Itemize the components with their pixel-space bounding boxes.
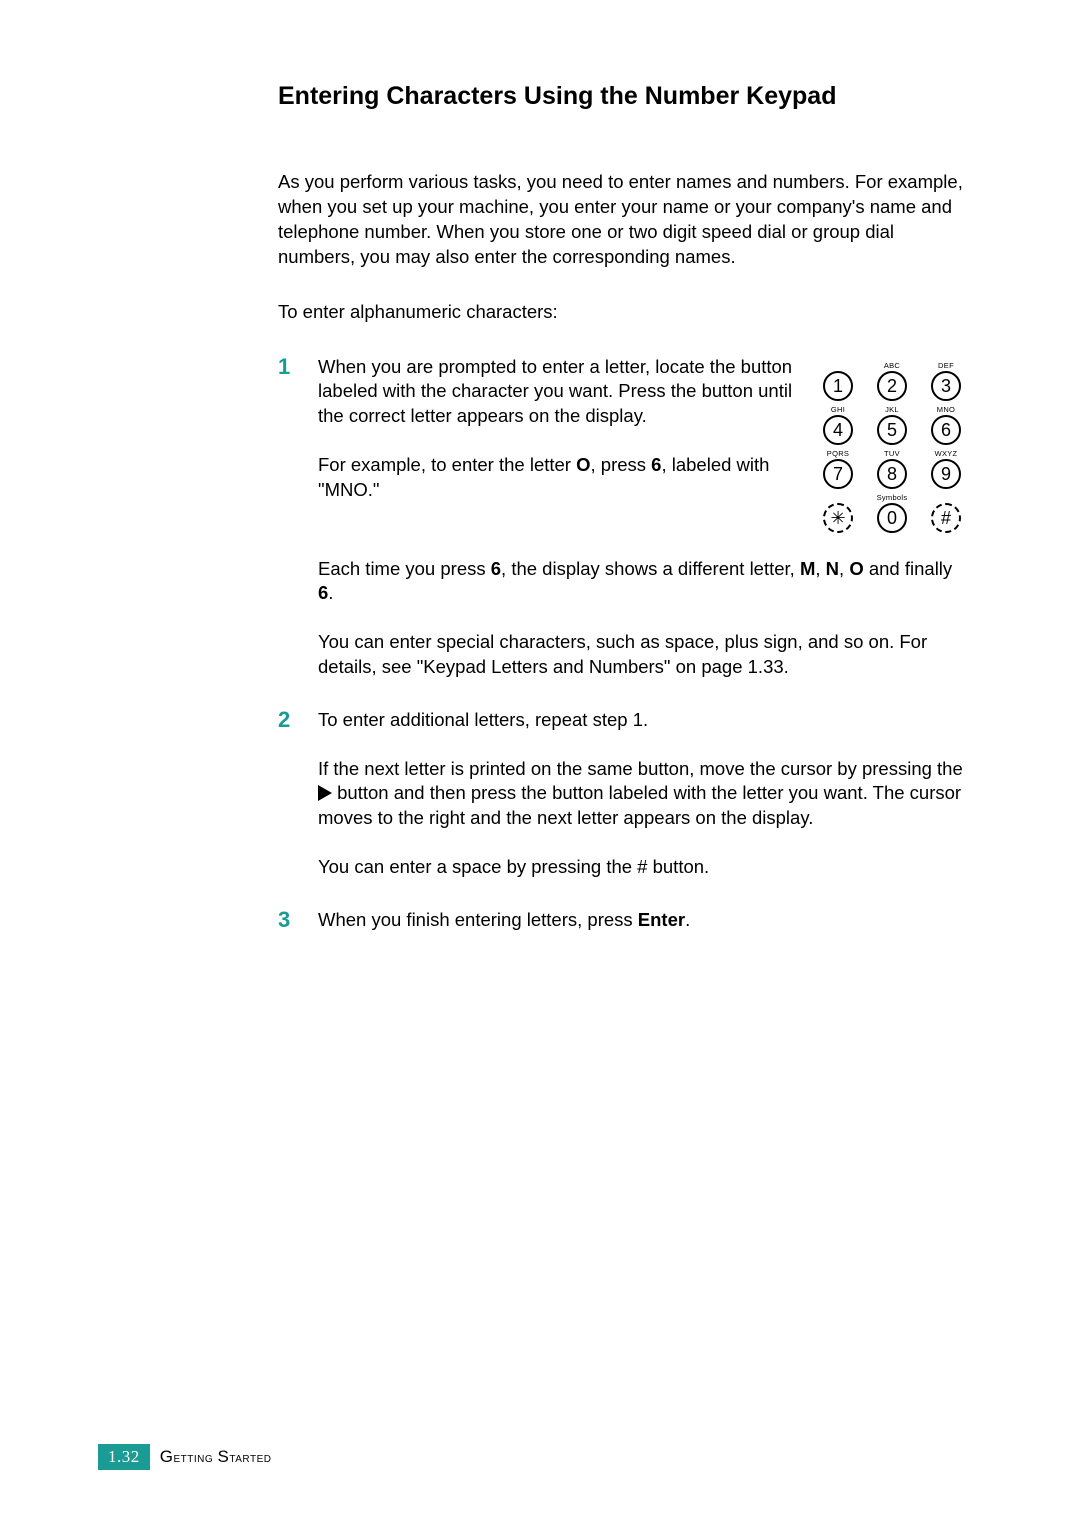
keypad-key-label: ABC [868,361,916,371]
step-body: When you are prompted to enter a letter,… [318,355,970,680]
lead-paragraph: To enter alphanumeric characters: [278,300,970,325]
keypad-key-label: WXYZ [922,449,970,459]
keypad-key: PQRS7 [814,449,862,489]
page-title: Entering Characters Using the Number Key… [278,80,970,114]
keypad-illustration: 1ABC2DEF3GHI4JKL5MNO6PQRS7TUV8WXYZ9✳Symb… [813,355,970,533]
intro-paragraph: As you perform various tasks, you need t… [278,170,970,270]
step-1: 1 When you are prompted to enter a lette… [278,355,970,680]
keypad-key: MNO6 [922,405,970,445]
hash-icon: # [637,856,647,877]
keypad-key-button: 1 [823,371,853,401]
keypad-key-label [814,493,862,503]
keypad-key-button: 6 [931,415,961,445]
keypad-key-label: MNO [922,405,970,415]
keypad-key-button: 4 [823,415,853,445]
keypad-key-button: 5 [877,415,907,445]
step-3: 3 When you finish entering letters, pres… [278,908,970,933]
step-number: 3 [278,908,318,933]
step1-p3: Each time you press 6, the display shows… [318,557,970,607]
keypad-key-button: 3 [931,371,961,401]
step3-p1: When you finish entering letters, press … [318,908,970,933]
keypad-key: JKL5 [868,405,916,445]
keypad-key: ✳ [814,493,862,533]
keypad-key-button: 2 [877,371,907,401]
keypad-key: Symbols0 [868,493,916,533]
keypad-key-label: TUV [868,449,916,459]
keypad-key-button: 8 [877,459,907,489]
keypad-key: # [922,493,970,533]
step2-p2: If the next letter is printed on the sam… [318,757,970,831]
keypad-key-label: PQRS [814,449,862,459]
step-number: 2 [278,708,318,880]
keypad-key: ABC2 [868,361,916,401]
keypad-key-label: DEF [922,361,970,371]
step-body: To enter additional letters, repeat step… [318,708,970,880]
keypad-key: DEF3 [922,361,970,401]
keypad-key: GHI4 [814,405,862,445]
keypad-key-label: JKL [868,405,916,415]
keypad-key-button: 0 [877,503,907,533]
step2-p1: To enter additional letters, repeat step… [318,708,970,733]
keypad-key-label: Symbols [868,493,916,503]
keypad-key-button: ✳ [823,503,853,533]
steps-list: 1 When you are prompted to enter a lette… [278,355,970,933]
page-number-badge: 1.32 [98,1444,150,1470]
step-number: 1 [278,355,318,680]
keypad-key-button: 7 [823,459,853,489]
page-footer: 1.32 Getting Started [98,1444,271,1470]
step1-row: When you are prompted to enter a letter,… [318,355,970,533]
keypad-grid: 1ABC2DEF3GHI4JKL5MNO6PQRS7TUV8WXYZ9✳Symb… [813,361,970,533]
keypad-key: 1 [814,361,862,401]
step-2: 2 To enter additional letters, repeat st… [278,708,970,880]
keypad-key-button: # [931,503,961,533]
keypad-key: WXYZ9 [922,449,970,489]
page: Entering Characters Using the Number Key… [0,0,1080,1526]
keypad-key-label [922,493,970,503]
keypad-key-button: 9 [931,459,961,489]
right-arrow-icon [318,785,332,801]
keypad-key-label: GHI [814,405,862,415]
keypad-key: TUV8 [868,449,916,489]
step1-p1: When you are prompted to enter a letter,… [318,355,793,429]
keypad-key-label [814,361,862,371]
footer-section-label: Getting Started [160,1447,272,1467]
step2-p3: You can enter a space by pressing the # … [318,855,970,880]
step-body: When you finish entering letters, press … [318,908,970,933]
step1-p4: You can enter special characters, such a… [318,630,970,680]
step1-p2: For example, to enter the letter O, pres… [318,453,793,503]
step1-text: When you are prompted to enter a letter,… [318,355,793,533]
